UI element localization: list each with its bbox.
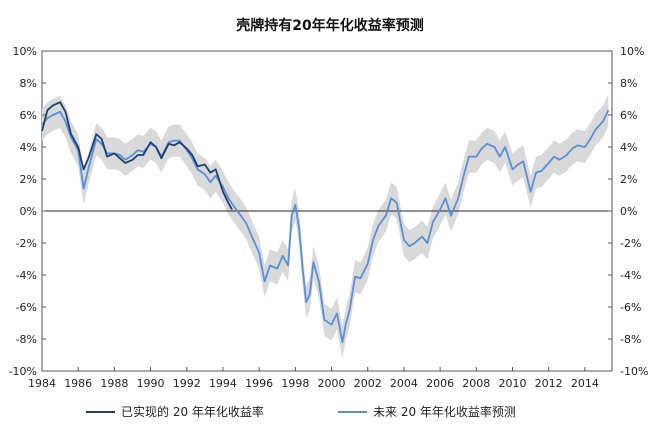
y-tick-label-right: 10% <box>620 45 644 58</box>
y-tick-label-left: 10% <box>13 45 37 58</box>
y-tick-label-left: -4% <box>16 269 37 282</box>
x-tick-label: 2010 <box>498 377 526 390</box>
x-tick-label: 2014 <box>571 377 599 390</box>
y-tick-label-left: 8% <box>20 77 37 90</box>
legend-label-realized: 已实现的 20 年年化收益率 <box>121 404 264 419</box>
x-tick-label: 2004 <box>390 377 418 390</box>
x-tick-label: 1990 <box>137 377 165 390</box>
y-tick-label-right: 6% <box>620 109 637 122</box>
y-tick-label-left: -8% <box>16 333 37 346</box>
x-tick-label: 1998 <box>281 377 309 390</box>
plot-area: -10% -10% -8% -8% -6% -6% -4% -4% -2% -2% 0% 0% 2% 2%… <box>9 45 649 390</box>
y-tick-label-left: 2% <box>20 173 37 186</box>
confidence-band <box>42 94 609 359</box>
y-tick-label-right: -6% <box>620 301 641 314</box>
x-tick-label: 1984 <box>28 377 56 390</box>
y-tick-label-left: 0% <box>20 205 37 218</box>
y-tick-label-right: 4% <box>620 141 637 154</box>
x-tick-label: 1988 <box>100 377 128 390</box>
legend: 已实现的 20 年年化收益率 未来 20 年年化收益率预测 <box>86 404 516 419</box>
y-tick-label-right: 8% <box>620 77 637 90</box>
y-tick-label-right: -8% <box>620 333 641 346</box>
x-tick-label: 2002 <box>354 377 382 390</box>
chart-title: 壳牌持有20年年化收益率预测 <box>235 17 423 34</box>
y-tick-label-right: -10% <box>620 365 648 378</box>
series-realized-line <box>41 101 233 210</box>
y-tick-label-right: -4% <box>620 269 641 282</box>
y-tick-label-right: -2% <box>620 237 641 250</box>
x-tick-label: 1992 <box>173 377 201 390</box>
y-tick-label-left: -10% <box>9 365 37 378</box>
x-tick-label: 2008 <box>462 377 490 390</box>
x-tick-label: 1996 <box>245 377 273 390</box>
x-tick-label: 2000 <box>318 377 346 390</box>
series-forecast-line <box>41 109 610 344</box>
x-tick-label: 1994 <box>209 377 237 390</box>
x-tick-label: 1986 <box>64 377 92 390</box>
y-tick-label-left: 6% <box>20 109 37 122</box>
legend-label-forecast: 未来 20 年年化收益率预测 <box>373 404 516 419</box>
y-tick-label-left: -6% <box>16 301 37 314</box>
x-tick-label: 2006 <box>426 377 454 390</box>
x-tick-label: 2012 <box>535 377 563 390</box>
y-tick-label-right: 2% <box>620 173 637 186</box>
y-tick-label-left: 4% <box>20 141 37 154</box>
y-tick-label-right: 0% <box>620 205 637 218</box>
y-tick-label-left: -2% <box>16 237 37 250</box>
